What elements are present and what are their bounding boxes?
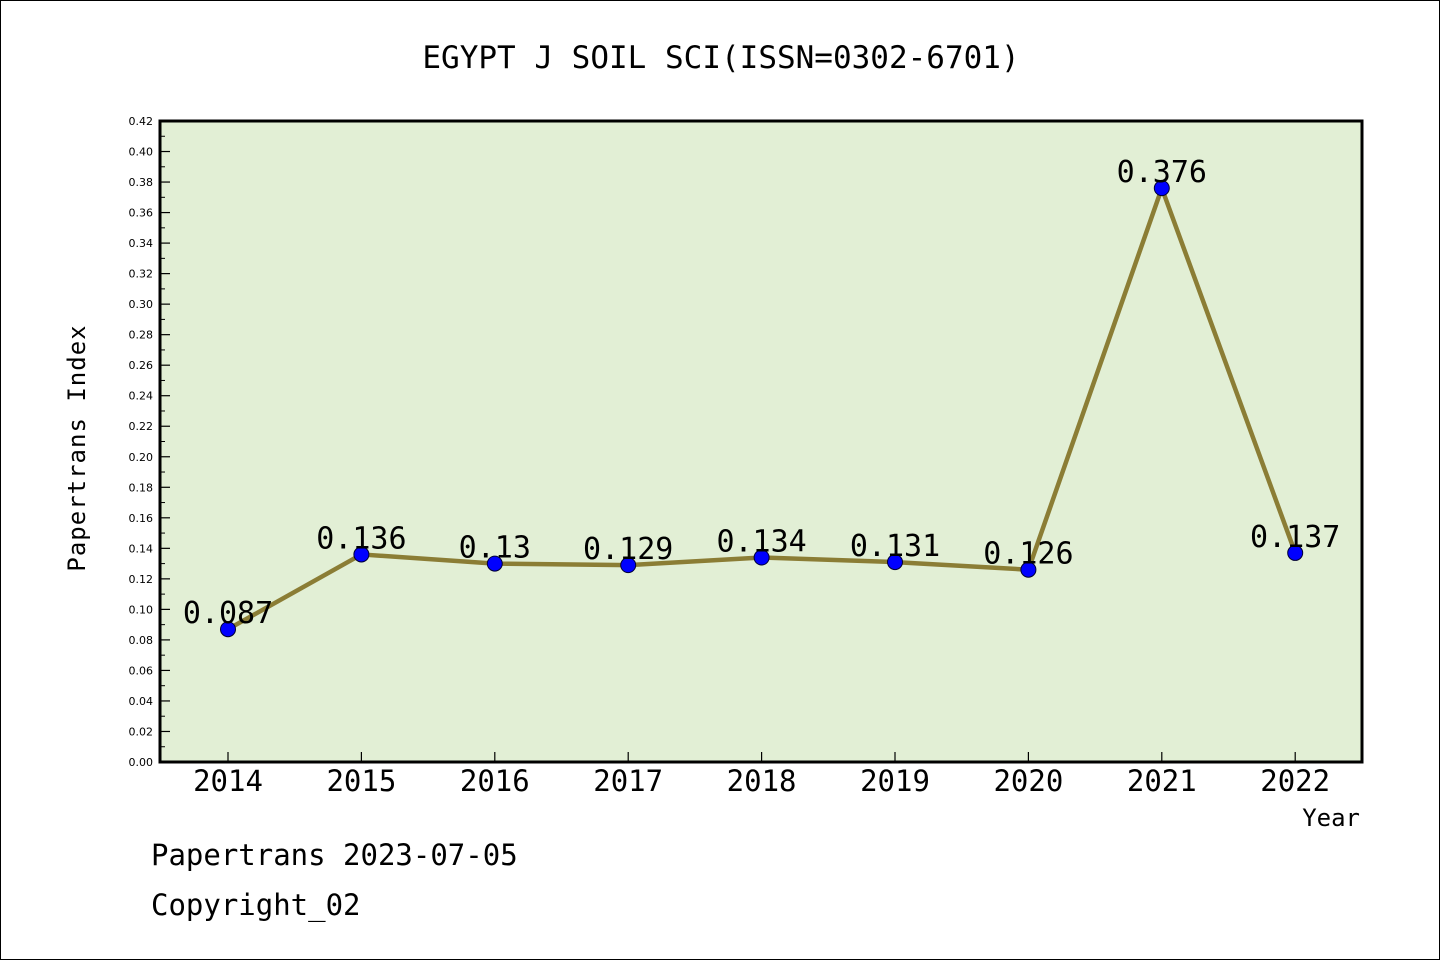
y-tick-label: 0.34 <box>129 237 154 250</box>
data-label: 0.137 <box>1250 520 1340 555</box>
data-label: 0.13 <box>459 531 531 566</box>
data-point <box>620 557 637 574</box>
data-label: 0.087 <box>183 596 273 631</box>
data-point <box>887 554 903 571</box>
data-label: 0.376 <box>1117 155 1207 190</box>
y-tick-label: 0.40 <box>129 146 154 159</box>
y-tick-label: 0.32 <box>129 268 154 281</box>
y-tick-label: 0.30 <box>129 298 154 311</box>
data-point <box>1153 180 1170 197</box>
data-label: 0.136 <box>316 521 406 556</box>
y-tick-label: 0.12 <box>129 573 154 586</box>
y-tick-label: 0.18 <box>129 481 154 494</box>
data-point <box>1287 544 1304 561</box>
x-tick-label: 2019 <box>860 764 930 798</box>
data-label: 0.131 <box>850 529 940 564</box>
y-axis: 0.00 0.02 0.04 0.06 0.08 0.10 0.12 0.14 0.16 0.18… <box>129 115 170 769</box>
data-point <box>486 555 503 572</box>
x-tick-label: 2016 <box>460 764 530 798</box>
y-tick-label: 0.14 <box>129 542 154 555</box>
data-label: 0.126 <box>983 537 1073 572</box>
data-point <box>353 546 370 563</box>
plot-area <box>158 119 1364 764</box>
x-tick-label: 2014 <box>193 764 263 798</box>
x-tick-label: 2015 <box>326 764 396 798</box>
y-tick-label: 0.24 <box>129 390 154 403</box>
data-point <box>220 621 236 638</box>
y-tick-label: 0.16 <box>129 512 154 525</box>
y-tick-label: 0.04 <box>129 695 154 708</box>
footer-date: Papertrans 2023-07-05 <box>151 838 518 872</box>
x-tick-label: 2017 <box>593 764 663 798</box>
y-tick-label: 0.10 <box>129 603 154 616</box>
y-tick-label: 0.36 <box>129 207 154 220</box>
x-axis: 2014 2015 2016 2017 2018 2019 2020 2021 2022 <box>193 752 1330 798</box>
data-series: 0.087 0.136 0.13 0.129 0.134 0.131 0.126 0.376 0… <box>183 155 1340 638</box>
x-tick-label: 2018 <box>727 764 797 798</box>
data-label: 0.129 <box>583 532 673 567</box>
y-tick-label: 0.26 <box>129 359 154 372</box>
y-tick-label: 0.02 <box>129 725 154 738</box>
y-axis-label: Papertrans Index <box>63 324 91 571</box>
data-point <box>753 549 770 566</box>
y-tick-label: 0.06 <box>129 664 154 677</box>
y-tick-label: 0.38 <box>129 176 154 189</box>
y-tick-label: 0.08 <box>129 634 154 647</box>
x-tick-label: 2022 <box>1260 764 1330 798</box>
x-axis-label: Year <box>1302 804 1360 832</box>
y-tick-label: 0.22 <box>129 420 154 433</box>
data-label: 0.134 <box>716 524 806 559</box>
y-tick-label: 0.20 <box>129 451 154 464</box>
x-tick-label: 2021 <box>1127 764 1197 798</box>
data-point <box>1020 561 1037 578</box>
chart-title: EGYPT J SOIL SCI(ISSN=0302-6701) <box>422 40 1019 76</box>
footer-copyright: Copyright_02 <box>151 888 361 923</box>
y-tick-label: 0.28 <box>129 329 154 342</box>
y-tick-label: 0.00 <box>129 756 154 769</box>
y-tick-label: 0.42 <box>129 115 154 128</box>
x-tick-label: 2020 <box>993 764 1063 798</box>
